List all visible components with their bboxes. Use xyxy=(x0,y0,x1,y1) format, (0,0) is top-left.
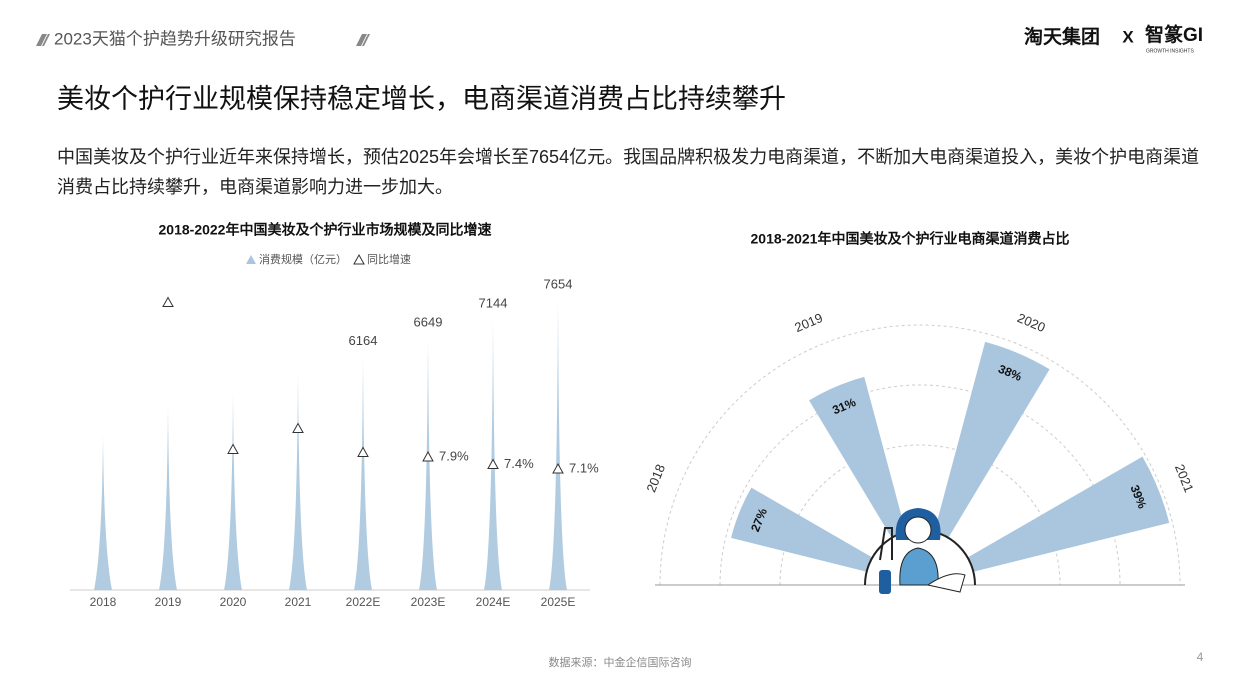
growth-marker xyxy=(422,450,434,462)
category-label: 2018 xyxy=(643,462,668,494)
spike-bar xyxy=(354,356,372,590)
category-label: 2021 xyxy=(1172,462,1197,494)
value-label: 7144 xyxy=(479,296,508,311)
polar-bar xyxy=(934,341,1050,538)
growth-marker xyxy=(357,446,369,457)
category-label: 2019 xyxy=(792,310,824,335)
polar-bar xyxy=(731,487,873,572)
source: 数据来源：中金企信国际咨询 xyxy=(549,655,692,669)
figure-illustration xyxy=(879,508,966,594)
spike-bar xyxy=(94,434,112,590)
legend-label: 同比增速 xyxy=(367,252,411,266)
value-label: 6164 xyxy=(349,333,378,348)
report-name: 2023天猫个护趋势升级研究报告 xyxy=(54,29,296,48)
x-tick-label: 2025E xyxy=(541,595,576,609)
growth-marker xyxy=(292,422,304,433)
growth-marker xyxy=(552,462,564,474)
polar-rings xyxy=(659,324,1181,586)
value-label: 7.1% xyxy=(569,460,599,475)
partner: 智篆GI xyxy=(1145,23,1203,46)
x-tick-label: 2020 xyxy=(220,595,247,609)
x-tick-label: 2018 xyxy=(90,595,117,609)
spike-bar xyxy=(484,319,502,590)
growth-marker xyxy=(162,296,174,307)
spike-bar xyxy=(289,372,307,590)
decor xyxy=(36,34,50,46)
growth-marker xyxy=(487,458,499,469)
value-label: 7654 xyxy=(544,276,573,291)
value-label: 7.4% xyxy=(504,456,534,471)
polar-bar xyxy=(809,376,906,538)
x-tick-label: 2021 xyxy=(285,595,312,609)
legend-marker xyxy=(246,255,256,264)
title: 美妆个护行业规模保持稳定增长，电商渠道消费占比持续攀升 xyxy=(57,84,786,114)
description: 中国美妆及个护行业近年来保持增长，预估2025年会增长至7654亿元。我国品牌积… xyxy=(57,147,1200,197)
x-tick-label: 2022E xyxy=(346,595,381,609)
separator: X xyxy=(1122,27,1134,46)
growth-marker xyxy=(227,443,239,454)
legend-marker xyxy=(353,253,365,265)
value-label: 6649 xyxy=(414,314,443,329)
legend-label: 消费规模（亿元） xyxy=(259,252,347,266)
chart-title: 2018-2022年中国美妆及个护行业市场规模及同比增速 xyxy=(159,222,492,238)
partner-tagline: GROWTH INSIGHTS xyxy=(1146,48,1194,54)
spike-bar xyxy=(549,299,567,590)
spike-bar xyxy=(159,405,177,590)
decor xyxy=(356,34,370,46)
chart-title: 2018-2021年中国美妆及个护行业电商渠道消费占比 xyxy=(751,231,1070,247)
value-label: 7.9% xyxy=(439,448,469,463)
page-number: 4 xyxy=(1197,650,1204,664)
polar-bar xyxy=(967,456,1170,572)
x-tick-label: 2024E xyxy=(476,595,511,609)
spike-bar xyxy=(224,392,242,590)
spike-bar xyxy=(419,338,437,590)
brand: 淘天集团 xyxy=(1024,25,1100,48)
x-tick-label: 2023E xyxy=(411,595,446,609)
x-tick-label: 2019 xyxy=(155,595,182,609)
category-label: 2020 xyxy=(1015,310,1047,335)
